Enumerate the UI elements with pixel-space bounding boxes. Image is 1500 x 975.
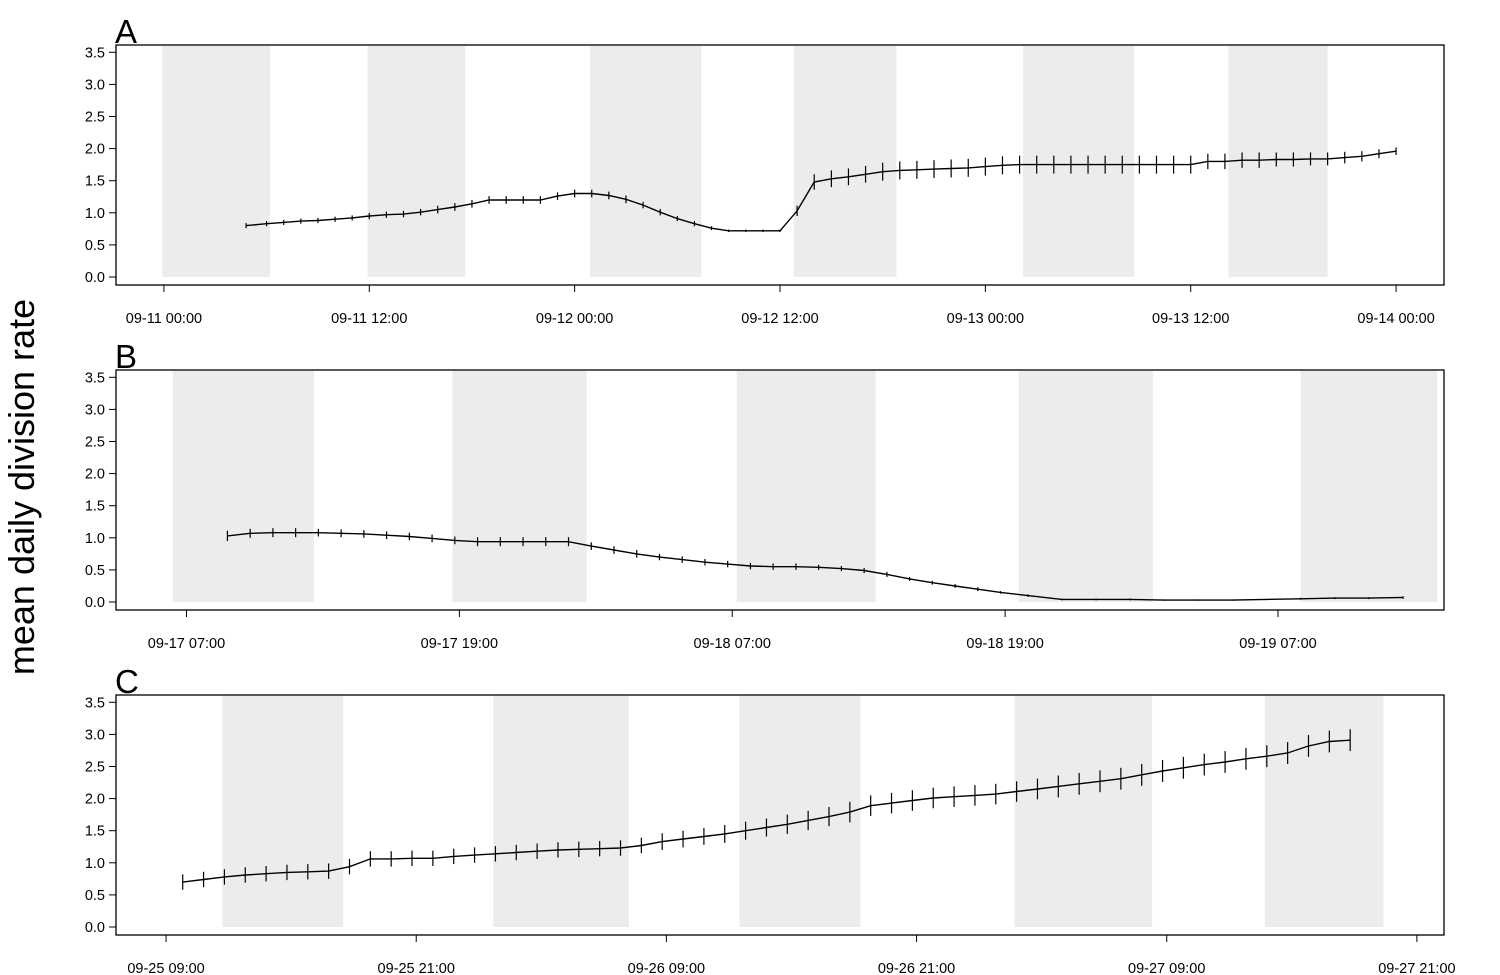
- y-tick-label: 3.5: [85, 695, 105, 711]
- y-tick-label: 3.0: [85, 402, 105, 418]
- dark-period: [222, 695, 344, 927]
- dark-period: [172, 370, 314, 602]
- panel-label: B: [115, 338, 137, 375]
- dark-period: [1228, 45, 1328, 277]
- dark-period: [736, 370, 876, 602]
- dark-period: [793, 45, 897, 277]
- panel-label: C: [115, 663, 139, 700]
- x-tick-label: 09-17 07:00: [148, 636, 225, 652]
- y-tick-label: 3.0: [85, 77, 105, 93]
- dark-period: [367, 45, 466, 277]
- y-tick-label: 3.0: [85, 727, 105, 743]
- dark-period: [1264, 695, 1384, 927]
- panel-A: A 0.0 0.5 1.0 1.5 2.0 2.5 3.0 3.5 09-11 00:00 09-1…: [85, 13, 1445, 327]
- dark-period: [452, 370, 587, 602]
- y-tick-label: 2.0: [85, 467, 105, 483]
- y-tick-label: 0.0: [85, 270, 105, 286]
- x-tick-label: 09-19 07:00: [1239, 636, 1316, 652]
- y-tick-label: 2.0: [85, 792, 105, 808]
- y-tick-label: 2.5: [85, 435, 105, 451]
- panel-C: C 0.0 0.5 1.0 1.5 2.0 2.5 3.0 3.5 09-25 09:00 09-2…: [85, 663, 1456, 975]
- y-tick-label: 0.5: [85, 888, 105, 904]
- y-tick-label: 2.5: [85, 760, 105, 776]
- x-tick-label: 09-26 09:00: [628, 961, 705, 975]
- panel-label: A: [115, 13, 137, 50]
- y-tick-label: 3.5: [85, 370, 105, 386]
- x-tick-label: 09-13 00:00: [947, 311, 1024, 327]
- x-tick-label: 09-17 19:00: [421, 636, 498, 652]
- y-tick-label: 0.0: [85, 595, 105, 611]
- dark-period: [1014, 695, 1153, 927]
- x-tick-label: 09-26 21:00: [878, 961, 955, 975]
- plot-frame: [115, 369, 1445, 611]
- x-tick-label: 09-11 12:00: [331, 311, 407, 327]
- dark-period: [162, 45, 271, 277]
- x-tick-label: 09-14 00:00: [1357, 311, 1434, 327]
- panel-B: B 0.0 0.5 1.0 1.5 2.0 2.5 3.0 3.5 09-17 07:00 09-1…: [85, 338, 1445, 652]
- dark-period: [1023, 45, 1135, 277]
- x-tick-label: 09-25 21:00: [378, 961, 455, 975]
- x-tick-label: 09-12 00:00: [536, 311, 613, 327]
- y-tick-label: 0.0: [85, 920, 105, 936]
- y-tick-label: 2.5: [85, 110, 105, 126]
- plot-frame: [115, 694, 1445, 936]
- x-tick-label: 09-18 07:00: [694, 636, 771, 652]
- y-tick-label: 0.5: [85, 563, 105, 579]
- y-tick-label: 1.5: [85, 174, 105, 190]
- x-tick-label: 09-13 12:00: [1152, 311, 1229, 327]
- dark-period: [739, 695, 861, 927]
- x-tick-label: 09-25 09:00: [127, 961, 204, 975]
- y-tick-label: 3.5: [85, 45, 105, 61]
- y-tick-label: 1.0: [85, 856, 105, 872]
- x-tick-label: 09-27 21:00: [1378, 961, 1455, 975]
- y-tick-label: 1.0: [85, 531, 105, 547]
- y-tick-label: 1.5: [85, 499, 105, 515]
- y-tick-label: 2.0: [85, 142, 105, 158]
- x-tick-label: 09-12 12:00: [741, 311, 818, 327]
- x-tick-label: 09-27 09:00: [1128, 961, 1205, 975]
- series-line: [246, 150, 1397, 232]
- dark-period: [1300, 370, 1438, 602]
- dark-period: [1018, 370, 1153, 602]
- x-tick-label: 09-18 19:00: [966, 636, 1043, 652]
- y-tick-label: 1.0: [85, 206, 105, 222]
- dark-period: [493, 695, 629, 927]
- x-tick-label: 09-11 00:00: [126, 311, 202, 327]
- dark-period: [590, 45, 702, 277]
- y-tick-label: 1.5: [85, 824, 105, 840]
- y-tick-label: 0.5: [85, 238, 105, 254]
